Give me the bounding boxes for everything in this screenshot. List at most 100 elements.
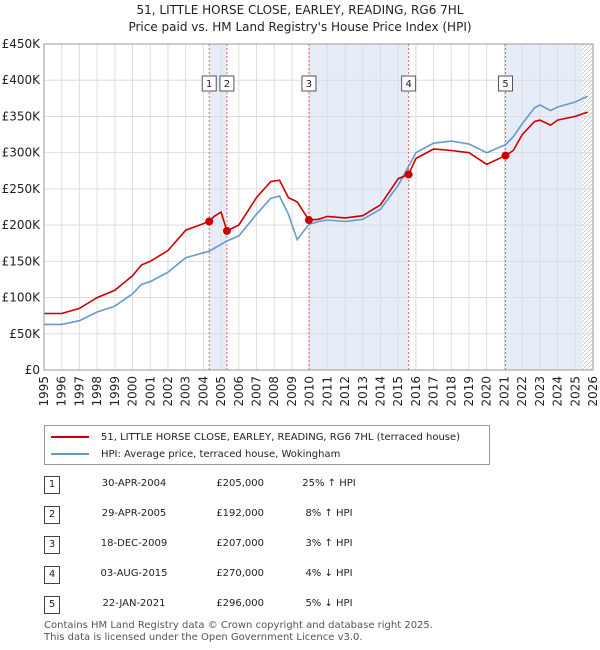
y-tick-label: £450K (2, 37, 42, 51)
transaction-number: 3 (44, 536, 60, 554)
x-tick-label: 1998 (90, 376, 104, 407)
sale-point (404, 170, 413, 179)
y-tick-label: £400K (2, 73, 42, 87)
sale-label-box (219, 75, 235, 92)
transaction-date: 29-APR-2005 (101, 508, 167, 519)
transaction-price: £205,000 (216, 478, 264, 489)
transaction-date: 30-APR-2004 (101, 478, 167, 489)
ownership-shade (505, 44, 582, 370)
x-tick-label: 2018 (444, 376, 458, 407)
x-tick-label: 2002 (161, 376, 175, 407)
x-tick-label: 2025 (568, 376, 582, 407)
chart-subtitle: Price paid vs. HM Land Registry's House … (128, 20, 471, 34)
x-tick-label: 2009 (285, 376, 299, 407)
x-tick-label: 1999 (108, 376, 122, 407)
x-tick-label: 2014 (373, 376, 387, 407)
x-tick-label: 1995 (37, 376, 51, 407)
price-chart: 51, LITTLE HORSE CLOSE, EARLEY, READING,… (2, 3, 600, 407)
x-tick-label: 1997 (72, 376, 86, 407)
x-tick-label: 2017 (427, 376, 441, 407)
plot-frame (43, 43, 594, 371)
transaction-hpi: 5% ↓ HPI (305, 598, 353, 609)
sale-label: 2 (224, 79, 230, 90)
x-tick-label: 2022 (515, 376, 529, 407)
x-tick-label: 2008 (267, 376, 281, 407)
x-tick-label: 2006 (232, 376, 246, 407)
sale-point (501, 151, 510, 160)
transaction-hpi: 3% ↑ HPI (305, 538, 353, 549)
legend-swatch-hpi (51, 453, 89, 455)
transaction-date: 22-JAN-2021 (102, 598, 166, 609)
x-tick-label: 2016 (409, 376, 423, 407)
x-tick-label: 2000 (126, 376, 140, 407)
x-tick-label: 2019 (462, 376, 476, 407)
table-row: 3 18-DEC-2009 £207,000 3% ↑ HPI (44, 536, 564, 556)
transaction-price: £207,000 (216, 538, 264, 549)
y-tick-label: £0 (25, 363, 40, 377)
x-tick-label: 2012 (338, 376, 352, 407)
sale-point (222, 226, 231, 235)
x-tick-label: 2013 (356, 376, 370, 407)
sale-label-box (401, 75, 417, 92)
legend-label-hpi: HPI: Average price, terraced house, Woki… (101, 448, 341, 460)
x-tick-label: 2020 (480, 376, 494, 407)
footer-license: This data is licensed under the Open Gov… (44, 632, 363, 643)
transaction-hpi: 8% ↑ HPI (305, 508, 353, 519)
legend-swatch-property (51, 436, 89, 438)
y-tick-label: £200K (2, 218, 42, 232)
transaction-price: £270,000 (216, 568, 264, 579)
legend-item-property: 51, LITTLE HORSE CLOSE, EARLEY, READING,… (51, 430, 460, 444)
x-tick-label: 2007 (250, 376, 264, 407)
transaction-date: 03-AUG-2015 (100, 568, 168, 579)
y-tick-label: £100K (2, 291, 42, 305)
x-tick-label: 2003 (179, 376, 193, 407)
sale-label-box (201, 75, 217, 92)
sale-point (205, 217, 214, 226)
sale-label: 3 (306, 79, 312, 90)
x-tick-label: 2011 (320, 376, 334, 407)
x-tick-label: 2015 (391, 376, 405, 407)
y-tick-label: £250K (2, 182, 42, 196)
table-row: 5 22-JAN-2021 £296,000 5% ↓ HPI (44, 596, 564, 616)
x-tick-label: 2004 (196, 376, 210, 407)
table-row: 2 29-APR-2005 £192,000 8% ↑ HPI (44, 506, 564, 526)
ownership-shade (308, 44, 409, 370)
ownership-shade (209, 44, 227, 370)
sale-label-box (498, 75, 514, 92)
x-tick-label: 2021 (497, 376, 511, 407)
table-row: 4 03-AUG-2015 £270,000 4% ↓ HPI (44, 566, 564, 586)
y-tick-label: £50K (9, 327, 41, 341)
transaction-price: £192,000 (216, 508, 264, 519)
x-tick-label: 2023 (533, 376, 547, 407)
hpi-series-line (44, 95, 589, 326)
transaction-price: £296,000 (216, 598, 264, 609)
transaction-number: 1 (44, 476, 60, 494)
footer-copyright: Contains HM Land Registry data © Crown c… (44, 620, 433, 631)
table-row: 1 30-APR-2004 £205,000 25% ↑ HPI (44, 476, 564, 496)
sale-label: 4 (405, 79, 411, 90)
transaction-date: 18-DEC-2009 (100, 538, 168, 549)
sale-label: 1 (206, 79, 212, 90)
transaction-hpi: 4% ↓ HPI (305, 568, 353, 579)
x-tick-label: 2005 (214, 376, 228, 407)
transaction-number: 5 (44, 596, 60, 614)
y-tick-label: £150K (2, 254, 42, 268)
forecast-hatch (581, 44, 593, 370)
property-series-line (44, 111, 588, 315)
x-tick-label: 2026 (586, 376, 600, 407)
transaction-number: 2 (44, 506, 60, 524)
x-tick-label: 2001 (143, 376, 157, 407)
x-tick-label: 2010 (303, 376, 317, 407)
y-tick-label: £300K (2, 146, 42, 160)
sale-point (304, 216, 313, 225)
legend-item-hpi: HPI: Average price, terraced house, Woki… (51, 447, 340, 461)
chart-title: 51, LITTLE HORSE CLOSE, EARLEY, READING,… (137, 3, 464, 17)
x-tick-label: 2024 (551, 376, 565, 407)
legend: 51, LITTLE HORSE CLOSE, EARLEY, READING,… (44, 425, 490, 465)
transaction-number: 4 (44, 566, 60, 584)
sale-label-box (301, 75, 317, 92)
legend-label-property: 51, LITTLE HORSE CLOSE, EARLEY, READING,… (101, 431, 461, 443)
y-tick-label: £350K (2, 109, 42, 123)
sale-label: 5 (502, 79, 508, 90)
x-tick-label: 1996 (55, 376, 69, 407)
